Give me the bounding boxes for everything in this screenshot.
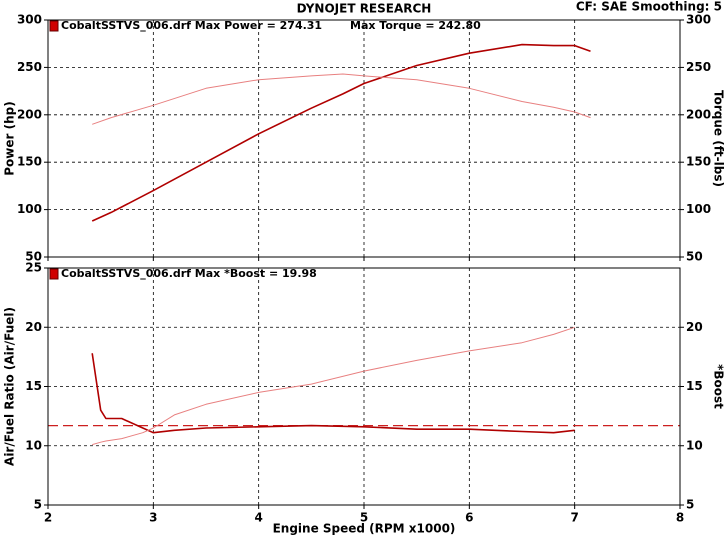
y-tick-label: 20 [25, 320, 42, 334]
legend-icon [49, 268, 59, 280]
x-tick-label: 5 [360, 511, 368, 525]
y-tick-label: 150 [17, 155, 42, 169]
y2-tick-label: 5 [686, 498, 694, 512]
x-tick-label: 2 [44, 511, 52, 525]
y-tick-label: 15 [25, 379, 42, 393]
y2-tick-label: 10 [686, 438, 703, 452]
y-axis-label: Air/Fuel Ratio (Air/Fuel) [3, 307, 17, 466]
series-line [91, 353, 575, 434]
x-tick-label: 6 [465, 511, 473, 525]
x-tick-label: 8 [676, 511, 684, 525]
legend-text: Max Torque = 242.80 [350, 19, 481, 32]
y-tick-label: 25 [25, 261, 42, 275]
y-tick-label: 5 [34, 498, 42, 512]
y2-tick-label: 100 [686, 202, 711, 216]
x-tick-label: 4 [254, 511, 262, 525]
y-tick-label: 250 [17, 60, 42, 74]
y-tick-label: 100 [17, 202, 42, 216]
plot-frame [47, 267, 681, 506]
y2-axis-label: Torque (ft-lbs) [712, 90, 726, 187]
settings: CF: SAE Smoothing: 5 [576, 0, 722, 14]
plot-area [48, 20, 680, 257]
x-axis-label: Engine Speed (RPM x1000) [273, 522, 456, 536]
x-tick-label: 3 [149, 511, 157, 525]
y2-tick-label: 300 [686, 13, 711, 27]
y-tick-label: 50 [25, 250, 42, 264]
series-line [91, 43, 591, 222]
legend-icon [49, 20, 59, 32]
y2-tick-label: 15 [686, 379, 703, 393]
y2-tick-label: 200 [686, 107, 711, 121]
series-line [92, 73, 591, 125]
y-tick-label: 200 [17, 107, 42, 121]
legend-text: CobaltSSTVS_006.drf Max *Boost = 19.98 [61, 267, 317, 280]
y2-axis-label: *Boost [712, 364, 726, 409]
y2-tick-label: 150 [686, 155, 711, 169]
series-line [92, 326, 575, 446]
y-tick-label: 300 [17, 13, 42, 27]
y2-tick-label: 250 [686, 60, 711, 74]
plot-frame [47, 19, 681, 258]
chart-title: DYNOJET RESEARCH [297, 2, 432, 16]
plot-area [48, 268, 680, 505]
y2-tick-label: 50 [686, 250, 703, 264]
y-axis-label: Power (hp) [3, 101, 17, 175]
x-tick-label: 7 [570, 511, 578, 525]
legend-text: CobaltSSTVS_006.drf Max Power = 274.31 [61, 19, 322, 32]
y2-tick-label: 20 [686, 320, 703, 334]
y-tick-label: 10 [25, 438, 42, 452]
